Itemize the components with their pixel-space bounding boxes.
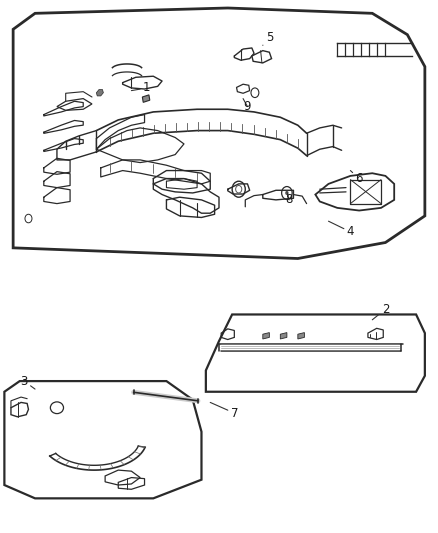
- Polygon shape: [298, 333, 304, 339]
- Polygon shape: [96, 90, 103, 96]
- Text: 3: 3: [21, 375, 35, 389]
- Text: 8: 8: [286, 192, 293, 206]
- Text: 9: 9: [243, 99, 251, 113]
- Text: 4: 4: [328, 221, 354, 238]
- Circle shape: [285, 191, 289, 195]
- Polygon shape: [280, 333, 287, 339]
- Polygon shape: [142, 95, 150, 102]
- Polygon shape: [263, 333, 269, 339]
- Text: 2: 2: [372, 303, 389, 320]
- Text: 1: 1: [131, 82, 151, 94]
- Text: 5: 5: [263, 31, 273, 45]
- Text: 7: 7: [210, 402, 238, 419]
- Text: 6: 6: [350, 171, 363, 185]
